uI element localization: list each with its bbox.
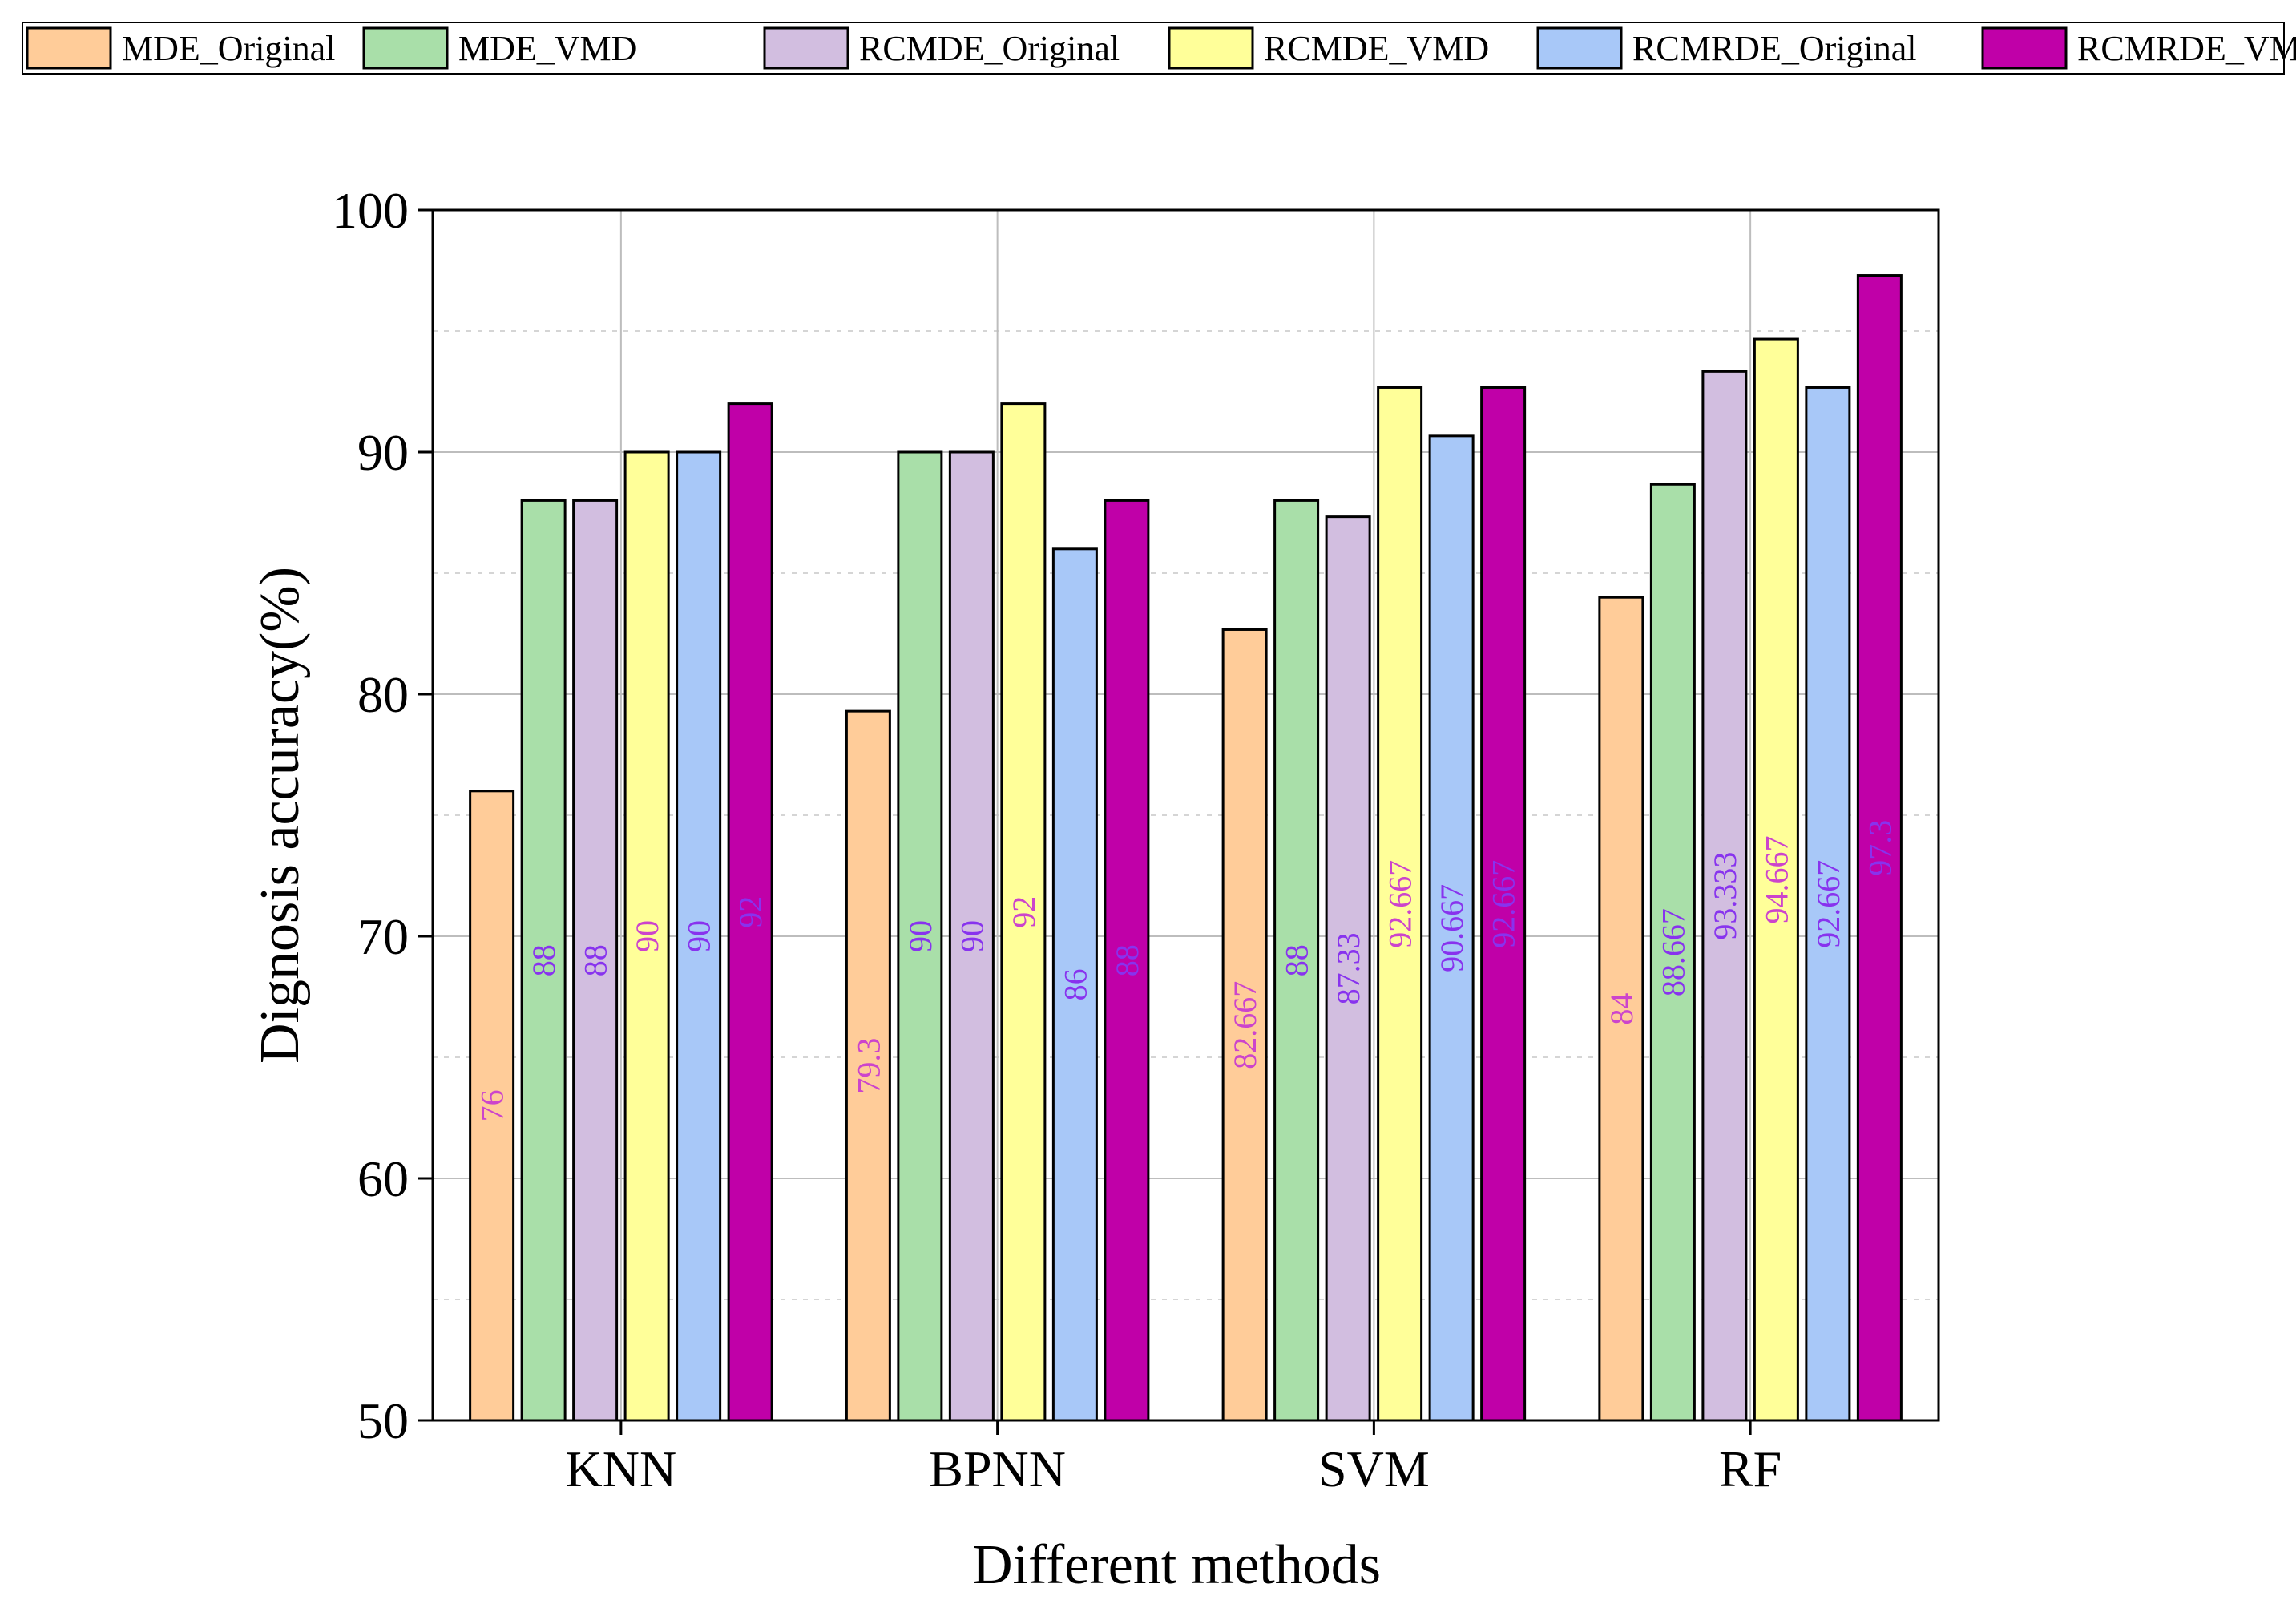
bar-MDE_VMD-BPNN [897,450,943,1422]
y-tick-label: 70 [357,908,409,965]
bar-RCMDE_VMD-RF [1753,337,1799,1422]
bar-MDE_Original-RF [1598,596,1644,1422]
value-label: 92.667 [1486,860,1522,948]
x-tick-label: BPNN [929,1440,1066,1497]
value-label: 92 [1006,896,1042,928]
value-label: 92.667 [1810,860,1846,948]
y-tick-label: 100 [332,182,409,239]
y-axis-title: Dignosis accuracy(%) [249,567,311,1064]
bars [469,274,1903,1422]
value-label: 93.333 [1707,852,1743,940]
bar-RCMDE_VMD-SVM [1377,386,1423,1422]
value-label: 90.667 [1434,884,1470,972]
value-label: 97.3 [1862,820,1898,876]
legend-label: RCMDE_Original [859,29,1120,68]
legend-swatch [763,26,849,70]
plot-frame [431,208,1940,1422]
legend-swatch [1536,26,1623,70]
y-tick-label: 50 [357,1392,409,1449]
bar-MDE_Original-KNN [469,790,515,1422]
x-axis-title: Different methods [972,1534,1381,1596]
bar-RCMDE_Original-BPNN [948,450,995,1422]
legend-swatch [1168,26,1254,70]
legend-swatch [26,26,112,70]
value-labels: 76 79.3 82.667 84 88 90 88 88.667 88 90 87.33 93.33… [474,820,1899,1122]
bar-RCMDE_Original-KNN [572,499,619,1422]
y-axis-ticks: 50 60 70 80 90 100 [332,182,433,1449]
legend-label: RCMRDE_Original [1632,29,1916,68]
value-label: 87.33 [1330,932,1366,1004]
legend-label: RCMRDE_VMD [2077,29,2296,68]
bar-RCMRDE_Original-KNN [676,450,722,1422]
bar-MDE_VMD-KNN [520,499,567,1422]
bar-RCMRDE_Original-BPNN [1051,547,1098,1422]
y-tick-label: 80 [357,666,409,723]
value-label: 79.3 [850,1038,886,1094]
x-axis-ticks: KNN BPNN SVM RF [566,1420,1782,1497]
value-label: 88 [1279,944,1315,976]
value-label: 88 [526,944,562,976]
bar-RCMDE_VMD-BPNN [1000,402,1047,1422]
value-label: 90 [629,920,665,952]
bar-RCMDE_VMD-KNN [623,450,670,1422]
x-tick-label: RF [1719,1440,1782,1497]
y-tick-label: 90 [357,424,409,481]
legend-label: MDE_Original [122,29,335,68]
x-tick-label: SVM [1318,1440,1430,1497]
value-label: 94.667 [1758,836,1794,924]
legend-label: RCMDE_VMD [1264,29,1489,68]
value-label: 88 [578,944,614,976]
value-label: 90 [954,920,990,952]
bar-RCMDE_Original-SVM [1325,515,1371,1422]
y-tick-label: 60 [357,1150,409,1207]
value-label: 92.667 [1382,860,1418,948]
value-label: 86 [1057,968,1093,1000]
value-label: 92 [732,896,769,928]
value-label: 76 [474,1089,510,1121]
legend: MDE_Original MDE_VMD RCMDE_Original RCMDE_V… [22,22,2296,75]
value-label: 90 [681,920,717,952]
plot-area: 76 79.3 82.667 84 88 90 88 88.667 88 90 87.33 93.33… [332,182,1940,1497]
legend-label: MDE_VMD [458,29,636,68]
x-tick-label: KNN [566,1440,677,1497]
legend-swatch [1981,26,2068,70]
value-label: 82.667 [1227,981,1263,1069]
legend-swatch [362,26,449,70]
value-label: 84 [1604,993,1640,1025]
value-label: 88.667 [1655,908,1691,996]
bar-RCMRDE_VMD-BPNN [1104,499,1150,1422]
bar-MDE_Original-BPNN [845,709,891,1422]
value-label: 90 [902,920,938,952]
bar-MDE_VMD-SVM [1273,499,1320,1422]
legend-box [22,22,2285,75]
value-label: 88 [1109,944,1145,976]
